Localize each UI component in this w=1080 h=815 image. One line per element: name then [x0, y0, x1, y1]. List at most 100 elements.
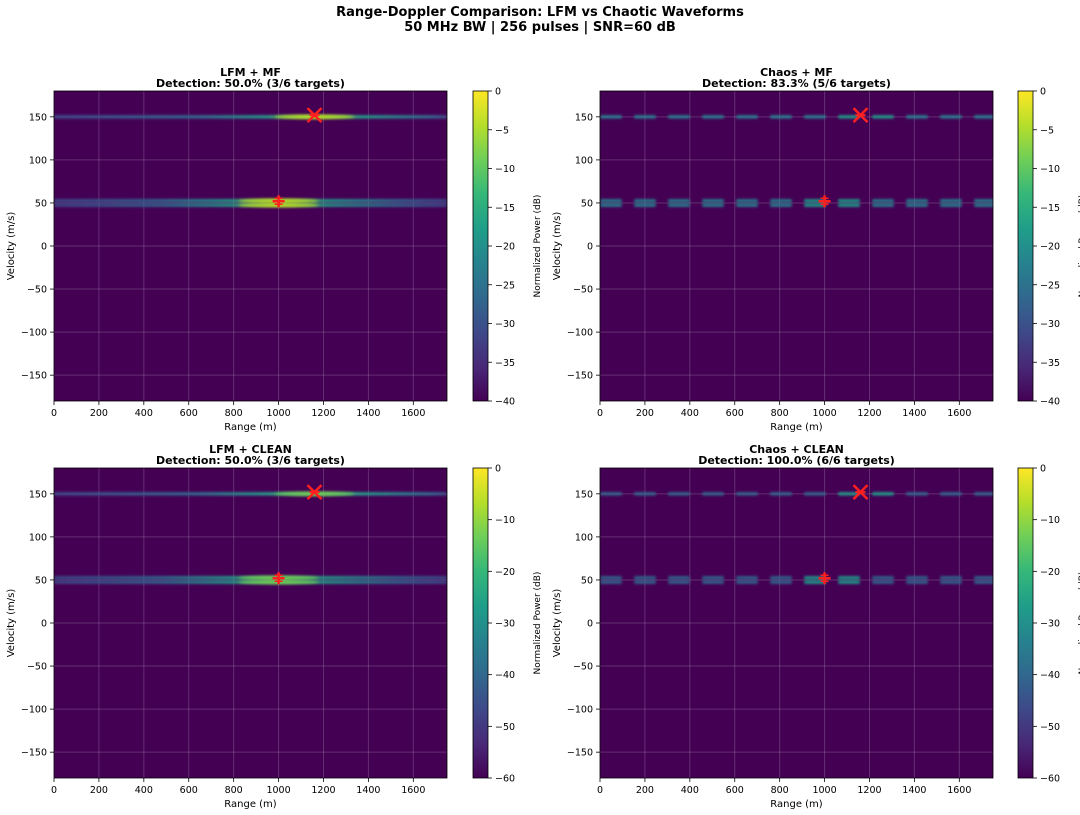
power-segment	[974, 576, 993, 580]
colorbar-tick-label: −15	[1040, 203, 1060, 214]
power-segment	[736, 492, 758, 496]
power-segment	[600, 580, 622, 584]
power-ridge	[54, 492, 447, 496]
x-tick-label: 400	[681, 408, 699, 419]
y-tick-label: −50	[27, 662, 47, 673]
y-tick-label: −150	[567, 371, 593, 382]
power-segment	[736, 576, 758, 580]
power-segment	[770, 580, 792, 584]
x-tick-label: 1600	[947, 408, 971, 419]
power-segment	[600, 576, 622, 580]
colorbar-tick-label: −5	[1040, 125, 1054, 136]
y-tick-label: −100	[567, 705, 593, 716]
colorbar-tick-label: −40	[495, 397, 515, 408]
power-segment	[804, 492, 826, 496]
y-tick-label: 150	[575, 112, 593, 123]
x-tick-label: 400	[135, 785, 153, 796]
panel-subtitle: Detection: 83.3% (5/6 targets)	[702, 77, 891, 90]
colorbar-tick-label: −40	[495, 670, 515, 681]
x-tick-label: 1200	[857, 408, 881, 419]
y-tick-label: 150	[575, 489, 593, 500]
x-tick-label: 1600	[401, 408, 425, 419]
power-segment	[906, 203, 928, 207]
power-segment	[770, 492, 792, 496]
x-tick-label: 600	[726, 785, 744, 796]
x-tick-label: 0	[597, 408, 603, 419]
target-marker-x	[306, 484, 323, 500]
x-axis-label: Range (m)	[770, 422, 823, 433]
x-tick-label: 1400	[902, 408, 926, 419]
y-tick-label: 0	[587, 242, 593, 253]
x-tick-label: 1200	[311, 785, 335, 796]
power-segment	[974, 580, 993, 584]
x-tick-label: 200	[636, 785, 654, 796]
colorbar-gradient	[1017, 90, 1034, 402]
power-segment	[872, 203, 894, 207]
y-tick-label: 50	[35, 575, 47, 586]
colorbar-tick-label: −20	[1040, 242, 1060, 253]
power-segment	[872, 580, 894, 584]
power-segment	[634, 199, 656, 203]
x-tick-label: 200	[90, 408, 108, 419]
heatmap-background	[600, 91, 993, 401]
x-tick-label: 800	[225, 785, 243, 796]
y-tick-label: 100	[575, 532, 593, 543]
panel-subtitle: Detection: 100.0% (6/6 targets)	[698, 454, 895, 467]
colorbar-tick-label: −10	[1040, 164, 1060, 175]
colorbar-label: Normalized Power (dB)	[533, 195, 543, 298]
power-segment	[872, 492, 894, 496]
colorbar-label: Normalized Power (dB)	[1078, 195, 1080, 298]
figure-title: Range-Doppler Comparison: LFM vs Chaotic…	[0, 5, 1080, 35]
power-segment	[974, 199, 993, 203]
colorbar-tick-label: −30	[495, 319, 515, 330]
colorbar-gradient	[472, 90, 489, 402]
y-tick-label: 150	[29, 489, 47, 500]
colorbar-tick-label: −10	[1040, 515, 1060, 526]
x-tick-label: 400	[681, 785, 699, 796]
power-segment	[804, 580, 826, 584]
y-tick-label: 0	[41, 619, 47, 630]
colorbar-tick-label: −30	[1040, 619, 1060, 630]
power-segment	[770, 199, 792, 203]
colorbar-tick-label: −20	[495, 567, 515, 578]
x-tick-label: 800	[225, 408, 243, 419]
colorbar-tick-label: −25	[1040, 280, 1060, 291]
y-tick-label: 50	[35, 198, 47, 209]
heatmap-area	[600, 91, 993, 401]
colorbar-gradient	[1017, 467, 1034, 779]
x-tick-label: 1000	[812, 408, 836, 419]
colorbar-tick-label: −35	[1040, 358, 1060, 369]
colorbar-tick-label: −15	[495, 203, 515, 214]
x-tick-label: 600	[180, 408, 198, 419]
y-axis-label: Velocity (m/s)	[6, 589, 17, 658]
power-segment	[974, 203, 993, 207]
power-segment	[770, 203, 792, 207]
x-axis-label: Range (m)	[224, 799, 277, 810]
power-segment	[906, 580, 928, 584]
x-tick-label: 400	[135, 408, 153, 419]
y-tick-label: −50	[573, 662, 593, 673]
power-segment	[906, 115, 928, 119]
x-tick-label: 1000	[266, 785, 290, 796]
panel-subtitle: Detection: 50.0% (3/6 targets)	[156, 454, 345, 467]
power-segment	[906, 576, 928, 580]
panel-subtitle: Detection: 50.0% (3/6 targets)	[156, 77, 345, 90]
power-segment	[600, 203, 622, 207]
x-tick-label: 1600	[401, 785, 425, 796]
colorbar: −40 −35 −30 −25 −20 −15 −10 −5 0 Normalized Power…	[472, 87, 543, 408]
x-tick-label: 600	[726, 408, 744, 419]
power-segment	[770, 115, 792, 119]
y-axis-label: Velocity (m/s)	[552, 212, 563, 281]
target-marker-plus	[818, 195, 831, 208]
y-tick-label: 0	[41, 242, 47, 253]
x-tick-label: 1400	[356, 408, 380, 419]
colorbar: −60 −50 −40 −30 −20 −10 0 Normalized Power (dB)	[1017, 464, 1080, 785]
colorbar-tick-label: −10	[495, 515, 515, 526]
x-tick-label: 1600	[947, 785, 971, 796]
power-segment	[668, 199, 690, 203]
heatmap-area	[54, 91, 447, 401]
x-tick-label: 1000	[266, 408, 290, 419]
panel-title: LFM + CLEAN	[209, 443, 292, 456]
power-segment	[906, 492, 928, 496]
power-ridge	[54, 115, 447, 119]
